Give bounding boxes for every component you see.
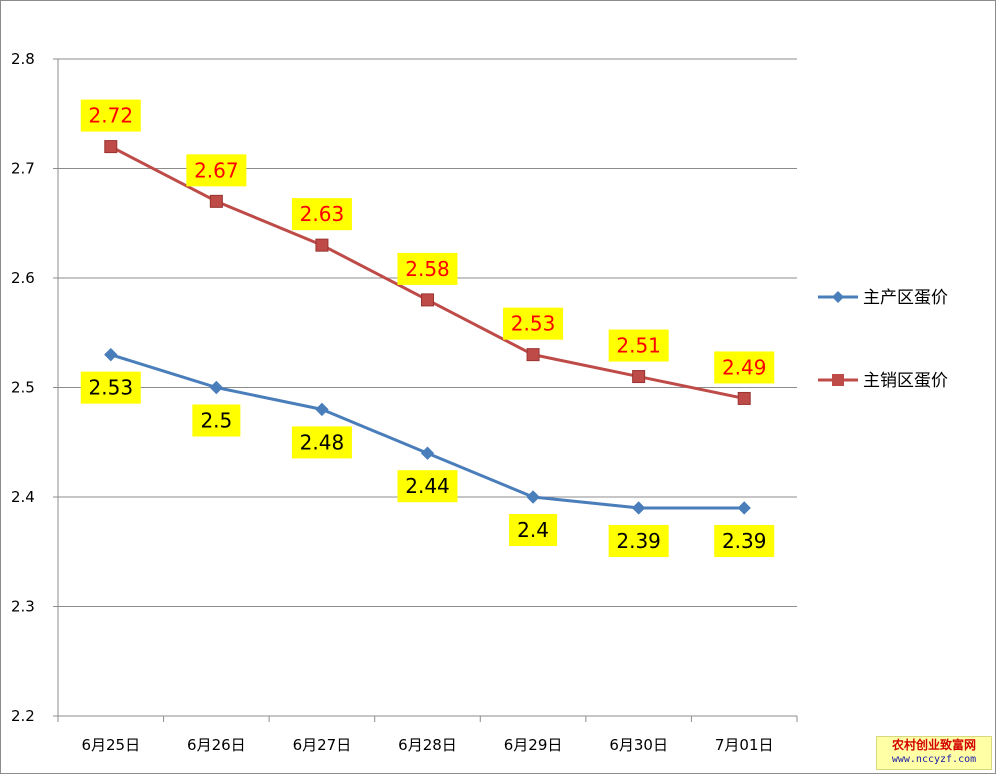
data-point [631,501,646,515]
data-label-box [608,524,669,557]
legend-label: 主销区蛋价 [863,371,948,391]
series-group [104,140,751,515]
data-label: 2.44 [405,474,450,498]
x-tick-label: 6月30日 [609,736,668,754]
watermark-url: www.nccyzf.com [891,754,977,765]
data-label: 2.58 [405,257,450,281]
legend-marker [832,291,844,303]
data-label-box [714,524,775,557]
data-point [421,293,434,307]
data-point [104,140,118,154]
watermark: 农村创业致富网 www.nccyzf.com [876,736,992,770]
data-labels: 2.53 2.5 2.48 2.44 2.4 2.39 2.39 2.72 2.67 2.63 2.… [80,99,775,557]
x-tick-label: 6月27日 [293,736,352,754]
data-point [209,380,224,395]
data-point [632,370,646,384]
data-label-box [186,154,247,187]
x-tick-label: 6月28日 [398,736,457,754]
data-point [526,348,540,362]
data-label-box [714,351,775,384]
data-label: 2.67 [194,158,239,182]
data-point [526,490,540,504]
legend-marker [832,374,844,386]
y-tick-label: 2.2 [11,707,35,725]
data-point [209,194,223,208]
x-axis-ticks: 6月25日 6月26日 6月27日 6月28日 6月29日 6月30日 7月01日 [81,736,773,754]
x-tick-label: 6月25日 [81,736,140,754]
data-label-box [80,99,141,132]
x-tick-label: 7月01日 [715,736,774,754]
y-tick-label: 2.7 [11,160,35,178]
data-label: 2.5 [200,409,232,433]
data-label: 2.72 [89,104,134,128]
y-axis-ticks: 2.2 2.3 2.4 2.5 2.6 2.7 2.8 [11,50,35,725]
data-point [737,501,751,515]
watermark-title: 农村创业致富网 [891,738,976,752]
x-tick-label: 6月29日 [504,736,563,754]
data-label: 2.51 [616,334,661,358]
data-label-box [509,514,558,546]
data-point [420,446,435,460]
data-label: 2.39 [616,529,661,553]
data-label-box [608,329,669,362]
data-label-box [503,307,564,340]
data-label: 2.63 [300,202,345,226]
data-point [315,402,329,417]
y-tick-label: 2.8 [11,50,35,68]
data-label-box [192,404,241,437]
data-label: 2.48 [300,430,345,454]
legend-label: 主产区蛋价 [863,288,948,308]
data-label-box [80,371,141,404]
data-label: 2.4 [517,518,549,542]
y-tick-label: 2.5 [11,379,35,397]
data-label-box [397,470,458,503]
y-tick-label: 2.3 [11,598,35,616]
y-tick-label: 2.6 [11,269,35,287]
data-point [104,347,118,362]
data-label-box [291,198,352,231]
data-label: 2.53 [89,376,134,400]
gridlines [58,58,797,607]
data-label-box [291,426,352,459]
data-label: 2.39 [722,529,767,553]
data-label-box [397,252,458,285]
axes [53,58,798,722]
data-point [315,238,329,252]
y-tick-label: 2.4 [11,488,35,506]
data-label: 2.49 [722,355,767,379]
x-tick-label: 6月26日 [187,736,246,754]
data-label: 2.53 [511,312,556,336]
data-point [737,391,751,405]
